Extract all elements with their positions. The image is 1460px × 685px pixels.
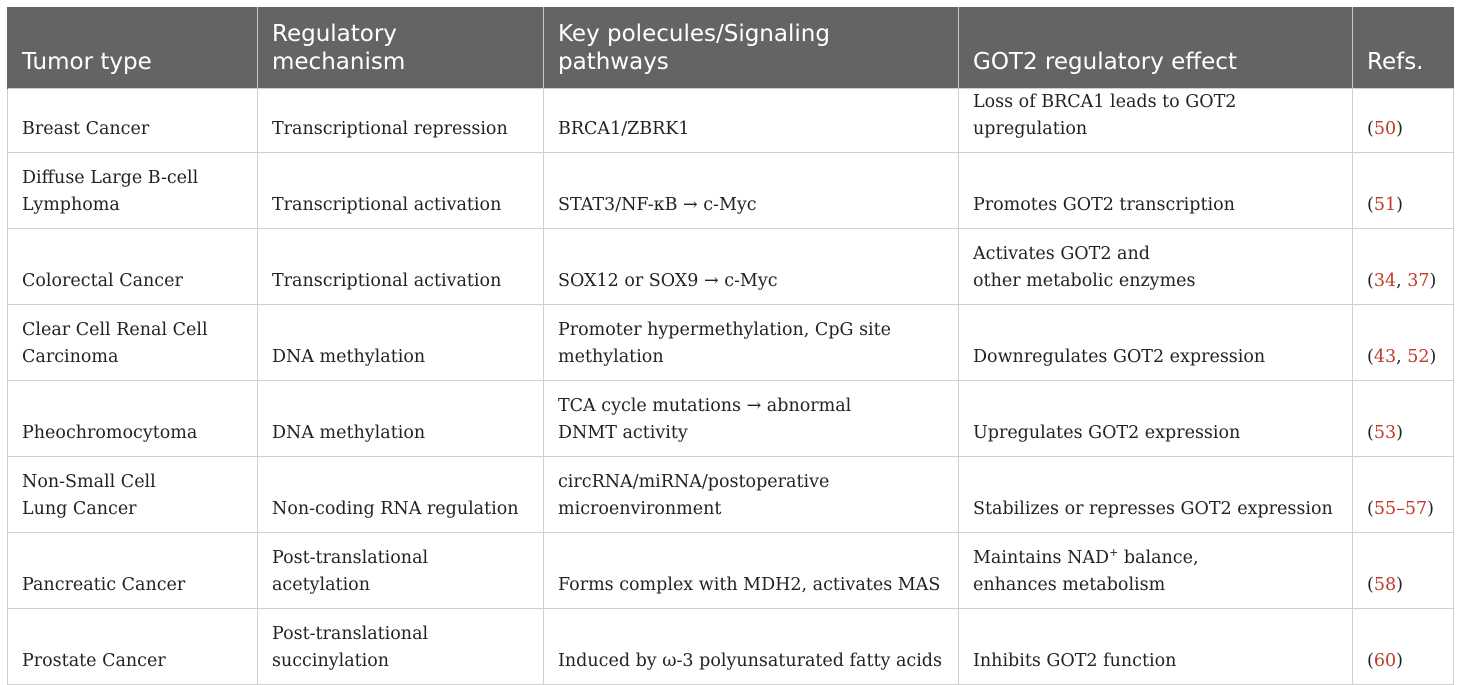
cell-refs: (55–57)	[1352, 456, 1454, 533]
cell-pathway: STAT3/NF-κB → c-Myc	[543, 152, 959, 229]
cell-tumor-type: Non-Small Cell Lung Cancer	[7, 456, 258, 533]
cell-tumor-type: Colorectal Cancer	[7, 228, 258, 305]
reference-link[interactable]: 60	[1373, 651, 1397, 671]
table-row: Pheochromocytoma DNA methylation TCA cyc…	[7, 380, 1454, 457]
cell-pathway: Forms complex with MDH2, activates MAS	[543, 532, 959, 609]
cell-pathway: TCA cycle mutations → abnormal DNMT acti…	[543, 380, 959, 457]
cell-mechanism: Non-coding RNA regulation	[257, 456, 544, 533]
cell-effect: Activates GOT2 and other metabolic enzym…	[958, 228, 1353, 305]
reference-link[interactable]: 37	[1407, 271, 1430, 291]
reference-link[interactable]: 55–57	[1373, 499, 1428, 519]
cell-effect: Loss of BRCA1 leads to GOT2 upregulation	[958, 88, 1353, 153]
cell-tumor-type: Pheochromocytoma	[7, 380, 258, 457]
reference-link[interactable]: 51	[1373, 195, 1397, 215]
reference-link[interactable]: 53	[1373, 423, 1397, 443]
reference-link[interactable]: 34	[1373, 271, 1397, 291]
reference-link[interactable]: 43	[1373, 347, 1397, 367]
table-row: Pancreatic Cancer Post-translational ace…	[7, 532, 1454, 609]
table-header: Tumor type Regulatory mechanism Key pole…	[7, 7, 1454, 89]
header-key-pathways: Key polecules/Signaling pathways	[543, 7, 959, 89]
cell-refs: (58)	[1352, 532, 1454, 609]
cell-effect: Maintains NAD+ balance, enhances metabol…	[958, 532, 1353, 609]
table-body: Breast Cancer Transcriptional repression…	[7, 88, 1454, 685]
reference-link[interactable]: 58	[1373, 575, 1397, 595]
data-table: Tumor type Regulatory mechanism Key pole…	[7, 7, 1454, 685]
table-row: Breast Cancer Transcriptional repression…	[7, 88, 1454, 153]
cell-tumor-type: Prostate Cancer	[7, 608, 258, 685]
cell-mechanism: Post-translational succinylation	[257, 608, 544, 685]
cell-effect: Upregulates GOT2 expression	[958, 380, 1353, 457]
table-row: Prostate Cancer Post-translational succi…	[7, 608, 1454, 685]
table-row: Diffuse Large B-cell Lymphoma Transcript…	[7, 152, 1454, 229]
cell-pathway: Promoter hypermethylation, CpG site meth…	[543, 304, 959, 381]
cell-mechanism: Transcriptional activation	[257, 228, 544, 305]
cell-refs: (53)	[1352, 380, 1454, 457]
cell-effect: Promotes GOT2 transcription	[958, 152, 1353, 229]
reference-link[interactable]: 50	[1373, 119, 1397, 139]
table-row: Colorectal Cancer Transcriptional activa…	[7, 228, 1454, 305]
header-tumor-type: Tumor type	[7, 7, 258, 89]
cell-pathway: BRCA1/ZBRK1	[543, 88, 959, 153]
cell-refs: (51)	[1352, 152, 1454, 229]
table-row: Non-Small Cell Lung Cancer Non-coding RN…	[7, 456, 1454, 533]
cell-refs: (50)	[1352, 88, 1454, 153]
cell-tumor-type: Breast Cancer	[7, 88, 258, 153]
cell-pathway: Induced by ω-3 polyunsaturated fatty aci…	[543, 608, 959, 685]
cell-tumor-type: Clear Cell Renal Cell Carcinoma	[7, 304, 258, 381]
cell-refs: (60)	[1352, 608, 1454, 685]
table-container: Tumor type Regulatory mechanism Key pole…	[7, 7, 1454, 685]
cell-effect: Inhibits GOT2 function	[958, 608, 1353, 685]
cell-effect: Downregulates GOT2 expression	[958, 304, 1353, 381]
cell-mechanism: Transcriptional repression	[257, 88, 544, 153]
table-row: Clear Cell Renal Cell Carcinoma DNA meth…	[7, 304, 1454, 381]
cell-tumor-type: Diffuse Large B-cell Lymphoma	[7, 152, 258, 229]
cell-effect: Stabilizes or represses GOT2 expression	[958, 456, 1353, 533]
cell-tumor-type: Pancreatic Cancer	[7, 532, 258, 609]
header-refs: Refs.	[1352, 7, 1454, 89]
cell-refs: (43, 52)	[1352, 304, 1454, 381]
cell-pathway: SOX12 or SOX9 → c-Myc	[543, 228, 959, 305]
cell-mechanism: DNA methylation	[257, 380, 544, 457]
cell-mechanism: DNA methylation	[257, 304, 544, 381]
cell-refs: (34, 37)	[1352, 228, 1454, 305]
header-regulatory-mechanism: Regulatory mechanism	[257, 7, 544, 89]
cell-mechanism: Transcriptional activation	[257, 152, 544, 229]
reference-link[interactable]: 52	[1407, 347, 1430, 367]
cell-mechanism: Post-translational acetylation	[257, 532, 544, 609]
header-got2-effect: GOT2 regulatory effect	[958, 7, 1353, 89]
header-row: Tumor type Regulatory mechanism Key pole…	[7, 7, 1454, 89]
cell-pathway: circRNA/miRNA/postoperative microenviron…	[543, 456, 959, 533]
